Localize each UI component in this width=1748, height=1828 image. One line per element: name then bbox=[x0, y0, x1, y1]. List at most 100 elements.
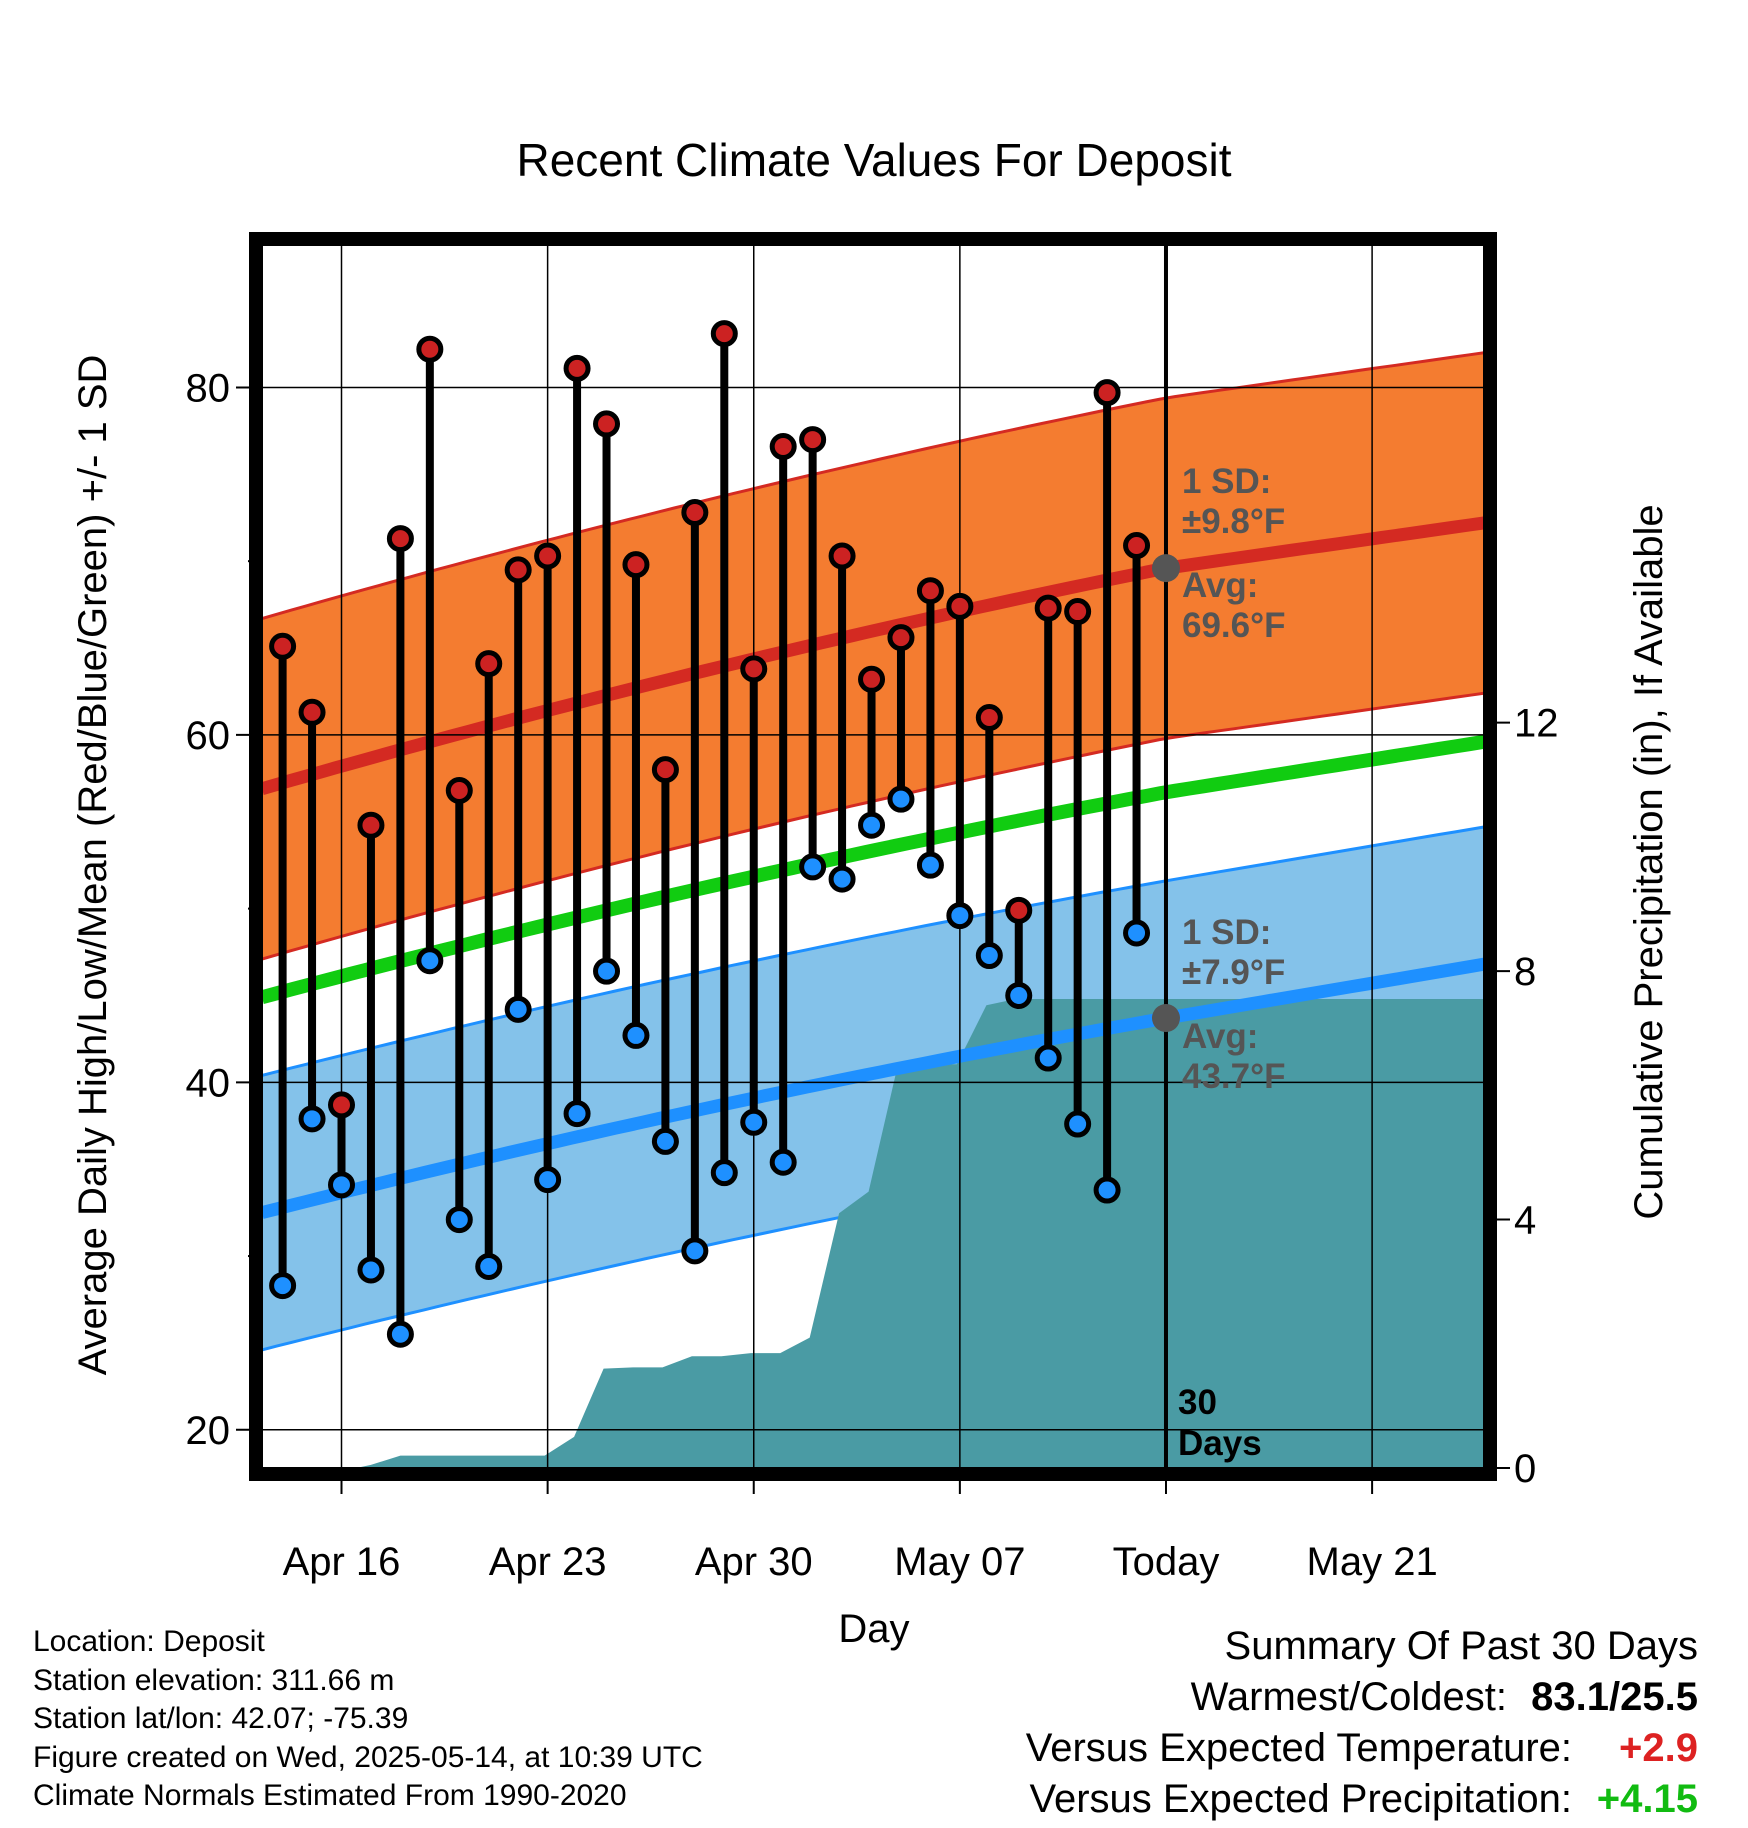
low-point bbox=[1123, 919, 1151, 947]
y-tick-label: 40 bbox=[186, 1061, 231, 1105]
low-normal-annotation-line: Avg: bbox=[1182, 1017, 1258, 1056]
low-point bbox=[298, 1105, 326, 1133]
mean-normal-line bbox=[262, 734, 1484, 1004]
high-point bbox=[799, 426, 827, 454]
low-normal-annotation-line: 43.7°F bbox=[1182, 1057, 1286, 1096]
x-tick-label: May 07 bbox=[894, 1540, 1025, 1584]
high-normal-annotation-line: Avg: bbox=[1182, 566, 1258, 605]
low-point bbox=[1093, 1176, 1121, 1204]
low-point bbox=[858, 811, 886, 839]
low-point bbox=[710, 1159, 738, 1187]
summary-temp: Versus Expected Temperature: +2.9 bbox=[698, 1723, 1698, 1774]
station-location: Location: Deposit bbox=[33, 1625, 265, 1658]
x-tick-label: Apr 30 bbox=[695, 1540, 813, 1584]
today-days-label-line1: 30 bbox=[1178, 1383, 1217, 1422]
x-tick-label: May 21 bbox=[1307, 1540, 1438, 1584]
low-normal-line bbox=[262, 957, 1484, 1219]
high-point bbox=[416, 335, 444, 363]
low-point bbox=[445, 1206, 473, 1234]
high-point bbox=[858, 665, 886, 693]
high-point bbox=[298, 698, 326, 726]
high-point bbox=[445, 776, 473, 804]
summary-title: Summary Of Past 30 Days bbox=[1224, 1624, 1698, 1668]
temp-anomaly-value: +2.9 bbox=[1619, 1726, 1698, 1770]
y-tick-label: 80 bbox=[186, 366, 231, 410]
low-point bbox=[328, 1171, 356, 1199]
low-point bbox=[386, 1320, 414, 1348]
high-point bbox=[651, 756, 679, 784]
high-normal-annotation-line: 69.6°F bbox=[1182, 606, 1286, 645]
today-low-normal-marker bbox=[1151, 1004, 1180, 1033]
high-point bbox=[534, 542, 562, 570]
station-elevation: Station elevation: 311.66 m bbox=[33, 1663, 395, 1697]
high-point bbox=[622, 551, 650, 579]
summary-panel: Summary Of Past 30 Days Warmest/Coldest:… bbox=[698, 1621, 1698, 1825]
figure-created: Figure created on Wed, 2025-05-14, at 10… bbox=[33, 1740, 703, 1774]
low-point bbox=[563, 1100, 591, 1128]
low-point bbox=[1064, 1110, 1092, 1138]
warmest-coldest-value: 83.1/25.5 bbox=[1531, 1675, 1698, 1719]
summary-warmest-coldest: Warmest/Coldest: 83.1/25.5 bbox=[698, 1672, 1698, 1723]
summary-precip: Versus Expected Precipitation: +4.15 bbox=[698, 1774, 1698, 1825]
y2-axis-title: Cumulative Precipitation (in), If Availa… bbox=[1627, 504, 1671, 1219]
precipitation-area bbox=[262, 999, 1484, 1468]
low-point bbox=[269, 1272, 297, 1300]
low-point bbox=[740, 1108, 768, 1136]
y2-tick-label: 0 bbox=[1514, 1447, 1536, 1491]
low-band-upper-edge bbox=[262, 825, 1484, 1077]
low-normal-band bbox=[262, 827, 1484, 1350]
high-point bbox=[1064, 598, 1092, 626]
axes: 20 40 60 80 0 4 8 12 Apr 16 Apr 23 Apr 30 May 07 Tod… bbox=[71, 232, 1671, 1651]
station-latlon: Station lat/lon: 42.07; -75.39 bbox=[33, 1702, 409, 1735]
high-point bbox=[975, 704, 1003, 732]
high-normal-band bbox=[262, 352, 1484, 959]
high-point bbox=[475, 650, 503, 678]
high-point bbox=[1034, 594, 1062, 622]
high-point bbox=[1123, 532, 1151, 560]
high-point bbox=[740, 655, 768, 683]
x-tick-label: Apr 16 bbox=[283, 1540, 401, 1584]
y2-tick-label: 4 bbox=[1514, 1199, 1536, 1243]
high-point bbox=[710, 320, 738, 348]
precip-anomaly-value: +4.15 bbox=[1596, 1777, 1698, 1821]
high-point bbox=[563, 354, 591, 382]
high-point bbox=[386, 525, 414, 553]
low-point bbox=[828, 865, 856, 893]
low-point bbox=[769, 1148, 797, 1176]
low-point bbox=[887, 785, 915, 813]
low-point bbox=[534, 1166, 562, 1194]
high-point bbox=[681, 499, 709, 527]
high-point bbox=[1093, 379, 1121, 407]
high-point bbox=[269, 632, 297, 660]
x-tick-label: Today bbox=[1113, 1540, 1220, 1584]
low-point bbox=[504, 995, 532, 1023]
temp-label: Versus Expected Temperature: bbox=[1025, 1726, 1572, 1770]
high-point bbox=[769, 433, 797, 461]
high-point bbox=[828, 542, 856, 570]
low-point bbox=[799, 853, 827, 881]
y-tick-label: 60 bbox=[186, 714, 231, 758]
y-axis-title: Average Daily High/Low/Mean (Red/Blue/Gr… bbox=[71, 355, 115, 1376]
high-point bbox=[357, 811, 385, 839]
high-point bbox=[504, 556, 532, 584]
low-point bbox=[416, 947, 444, 975]
x-tick-label: Apr 23 bbox=[489, 1540, 607, 1584]
y2-tick-label: 12 bbox=[1514, 702, 1559, 746]
precip-label: Versus Expected Precipitation: bbox=[1029, 1777, 1572, 1821]
low-point bbox=[681, 1237, 709, 1265]
low-point bbox=[916, 851, 944, 879]
high-point bbox=[593, 410, 621, 438]
y-tick-label: 20 bbox=[186, 1409, 231, 1453]
low-point bbox=[651, 1127, 679, 1155]
low-point bbox=[622, 1021, 650, 1049]
warmest-coldest-label: Warmest/Coldest: bbox=[1190, 1675, 1507, 1719]
high-normal-line bbox=[262, 516, 1484, 795]
high-point bbox=[1005, 896, 1033, 924]
high-band-upper-edge bbox=[262, 351, 1484, 620]
low-point bbox=[475, 1252, 503, 1280]
today-high-normal-marker bbox=[1151, 554, 1180, 583]
low-point bbox=[975, 942, 1003, 970]
low-point bbox=[1034, 1044, 1062, 1072]
